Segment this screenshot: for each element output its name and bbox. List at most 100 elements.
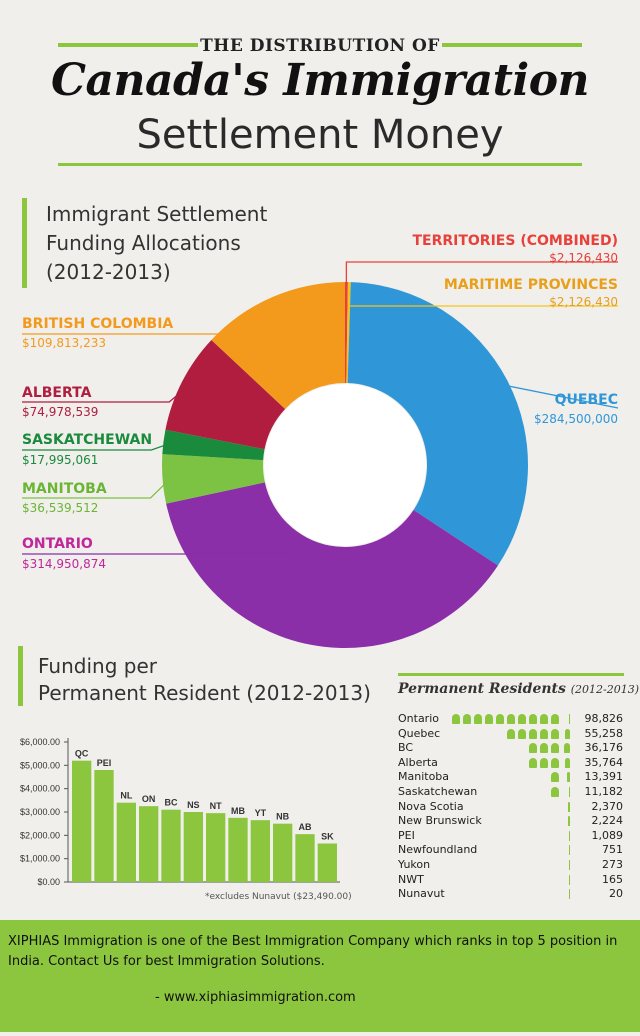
slice-amount-manitoba: $36,539,512 bbox=[22, 501, 99, 515]
y-tick-label: $4,000.00 bbox=[20, 784, 60, 794]
slice-label-territories: TERRITORIES (COMBINED) bbox=[412, 233, 618, 249]
slice-amount-ontario: $314,950,874 bbox=[22, 557, 106, 571]
person-icon bbox=[568, 845, 570, 856]
pr-name: Ontario bbox=[398, 712, 439, 725]
pr-name: Alberta bbox=[398, 755, 438, 769]
bar-nb bbox=[273, 823, 293, 882]
pr-row-newfoundland: Newfoundland 751 bbox=[398, 843, 623, 858]
pr-value: 751 bbox=[602, 843, 623, 857]
header-top-line: THE DISTRIBUTION OF bbox=[200, 36, 440, 56]
pr-row-quebec: Quebec 55,258 bbox=[398, 727, 623, 742]
bar-label-qc: QC bbox=[75, 749, 89, 759]
people-icon-row bbox=[507, 728, 573, 739]
leader-line-saskatchewan bbox=[22, 442, 172, 451]
y-tick-label: $3,000.00 bbox=[20, 807, 60, 817]
bar-nl bbox=[116, 802, 136, 882]
person-icon bbox=[551, 743, 559, 754]
person-icon bbox=[551, 772, 559, 783]
pr-row-manitoba: Manitoba 13,391 bbox=[398, 770, 623, 785]
person-icon bbox=[452, 714, 460, 724]
bar-yt bbox=[250, 820, 270, 882]
pr-row-ontario: Ontario 98,826 bbox=[398, 712, 623, 727]
person-icon bbox=[507, 728, 515, 739]
pr-row-pei: PEI 1,089 bbox=[398, 829, 623, 844]
section1-title-line2: Funding Allocations bbox=[46, 231, 241, 255]
pr-name: New Brunswick bbox=[398, 814, 482, 828]
bar-label-ab: AB bbox=[299, 822, 312, 832]
pr-row-nova-scotia: Nova Scotia 2,370 bbox=[398, 800, 623, 815]
pr-value: 20 bbox=[609, 887, 623, 901]
pr-value: 273 bbox=[602, 858, 623, 871]
people-icon-row bbox=[562, 830, 573, 841]
person-icon bbox=[551, 757, 559, 768]
person-icon bbox=[529, 728, 537, 739]
person-icon bbox=[568, 874, 570, 885]
slice-label-quebec: QUEBEC bbox=[554, 392, 618, 408]
bar-label-sk: SK bbox=[321, 832, 334, 842]
donut-hole bbox=[264, 384, 426, 546]
person-icon bbox=[518, 728, 526, 739]
person-icon bbox=[540, 728, 548, 739]
bar-label-pei: PEI bbox=[97, 758, 112, 768]
bar-sk bbox=[317, 843, 337, 882]
donut-slice-territories bbox=[345, 282, 348, 384]
people-icon-row bbox=[562, 816, 573, 827]
person-icon bbox=[568, 889, 570, 900]
section1-title-line3: (2012-2013) bbox=[46, 260, 171, 284]
donut-slice-alberta bbox=[165, 339, 286, 450]
person-icon bbox=[551, 714, 559, 724]
person-icon bbox=[496, 714, 504, 724]
funding-donut-chart bbox=[22, 261, 619, 648]
pr-name: Yukon bbox=[398, 858, 431, 871]
bar-label-ns: NS bbox=[187, 800, 200, 810]
pr-name: NWT bbox=[398, 872, 424, 886]
people-icon-row bbox=[529, 757, 573, 768]
pr-row-yukon: Yukon 273 bbox=[398, 858, 623, 873]
slice-label-ontario: ONTARIO bbox=[22, 536, 93, 552]
person-icon bbox=[551, 728, 559, 739]
person-icon bbox=[564, 743, 570, 754]
bar-pei bbox=[94, 770, 114, 882]
person-icon bbox=[564, 728, 570, 739]
pr-name: Saskatchewan bbox=[398, 785, 478, 798]
y-tick-label: $1,000.00 bbox=[20, 854, 60, 864]
pr-value: 55,258 bbox=[584, 726, 624, 740]
person-icon bbox=[540, 757, 548, 768]
slice-label-saskatchewan: SASKATCHEWAN bbox=[22, 432, 153, 448]
donut-slice-maritime bbox=[346, 282, 351, 384]
pr-row-new-brunswick: New Brunswick 2,224 bbox=[398, 814, 623, 829]
bar-label-nb: NB bbox=[276, 812, 289, 822]
header-rule-right bbox=[442, 43, 582, 47]
people-icon-row bbox=[551, 787, 573, 797]
people-icon-row bbox=[562, 845, 573, 856]
pr-row-alberta: Alberta 35,764 bbox=[398, 756, 623, 771]
bar-label-nt: NT bbox=[210, 801, 222, 811]
people-icon-row bbox=[452, 714, 573, 724]
header-rule-bottom bbox=[58, 163, 582, 166]
donut-slice-british-columbia bbox=[211, 282, 345, 409]
pr-name: Newfoundland bbox=[398, 843, 478, 857]
bar-bc bbox=[161, 809, 181, 882]
y-tick-label: $6,000.00 bbox=[20, 737, 60, 747]
header-subtitle: Settlement Money bbox=[136, 112, 504, 158]
pr-row-saskatchewan: Saskatchewan 11,182 bbox=[398, 785, 623, 800]
header-main-title: Canada's Immigration bbox=[50, 55, 590, 106]
pr-name: PEI bbox=[398, 828, 415, 842]
person-icon bbox=[568, 830, 570, 841]
people-icon-row bbox=[562, 874, 573, 885]
funding-per-resident-bar-chart: $0.00 $1,000.00 $2,000.00 $3,000.00 $4,000.0… bbox=[20, 737, 340, 887]
person-icon bbox=[529, 743, 537, 754]
footer-url[interactable]: - www.xiphiasimmigration.com bbox=[155, 990, 356, 1005]
pr-value: 98,826 bbox=[584, 712, 624, 725]
leader-line-alberta bbox=[22, 384, 190, 403]
bar-ns bbox=[183, 812, 203, 882]
pr-name: BC bbox=[398, 741, 414, 755]
section1-title-line1: Immigrant Settlement bbox=[46, 202, 268, 226]
pr-value: 13,391 bbox=[584, 770, 624, 784]
person-icon bbox=[568, 860, 570, 870]
pr-value: 35,764 bbox=[584, 755, 624, 769]
pr-value: 2,224 bbox=[591, 814, 624, 828]
pr-name: Nunavut bbox=[398, 887, 445, 901]
person-icon bbox=[540, 743, 548, 754]
person-icon bbox=[564, 757, 570, 768]
